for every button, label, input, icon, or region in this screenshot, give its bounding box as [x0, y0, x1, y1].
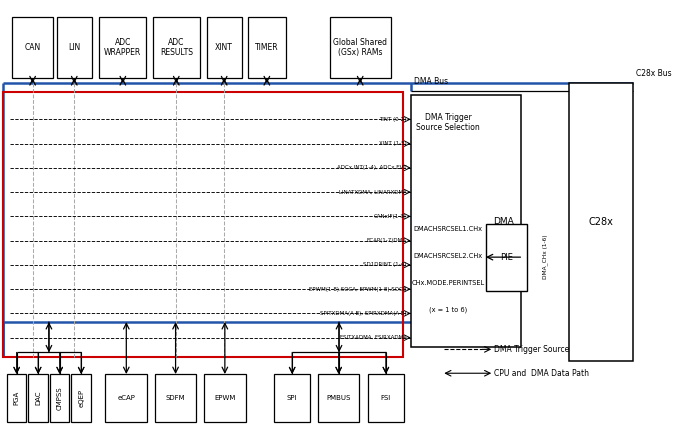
Bar	[330, 17, 391, 78]
Bar	[204, 374, 246, 422]
Text: CPU and  DMA Data Path: CPU and DMA Data Path	[494, 369, 589, 378]
Bar	[155, 374, 196, 422]
Bar	[28, 374, 48, 422]
Text: SPI: SPI	[287, 395, 298, 401]
Text: TINT (0-2): TINT (0-2)	[380, 117, 407, 122]
Text: eCAP: eCAP	[117, 395, 135, 401]
Text: CHx.MODE.PERINTSEL: CHx.MODE.PERINTSEL	[412, 279, 485, 286]
Text: C28x Bus: C28x Bus	[636, 69, 671, 78]
Text: ADC
RESULTS: ADC RESULTS	[160, 38, 193, 57]
Bar	[274, 374, 310, 422]
Bar	[411, 95, 520, 347]
Text: EPWM: EPWM	[214, 395, 235, 401]
Text: XINT (1-5): XINT (1-5)	[379, 141, 407, 146]
Bar	[50, 374, 69, 422]
Bar	[7, 374, 26, 422]
Text: DMACHSRCSEL2.CHx: DMACHSRCSEL2.CHx	[414, 253, 483, 259]
Text: SDFM: SDFM	[166, 395, 185, 401]
Text: DMACHSRCSEL1.CHx: DMACHSRCSEL1.CHx	[414, 226, 483, 232]
Text: Global Shared
(GSx) RAMs: Global Shared (GSx) RAMs	[333, 38, 387, 57]
Text: ECAP(1-7)DMA: ECAP(1-7)DMA	[366, 238, 407, 243]
Text: FSITXADMA, FSIRXADMA: FSITXADMA, FSIRXADMA	[339, 335, 407, 340]
Text: C28x: C28x	[589, 217, 613, 227]
Text: SD1DRINT (1-4): SD1DRINT (1-4)	[364, 263, 407, 267]
Text: XINT: XINT	[215, 43, 233, 52]
Text: FSI: FSI	[381, 395, 391, 401]
Text: CANxIF(1-3): CANxIF(1-3)	[374, 214, 407, 219]
Text: DMA: DMA	[493, 217, 514, 226]
Bar	[57, 17, 92, 78]
Bar	[99, 17, 146, 78]
Text: DMA Trigger
Source Selection: DMA Trigger Source Selection	[416, 113, 480, 132]
Bar	[3, 92, 403, 357]
Text: PGA: PGA	[14, 391, 19, 405]
Text: PIE: PIE	[500, 253, 513, 262]
Bar	[248, 17, 286, 78]
Text: DAC: DAC	[35, 391, 41, 405]
Bar	[486, 224, 527, 291]
Bar	[207, 17, 242, 78]
Text: CAN: CAN	[24, 43, 41, 52]
Bar	[105, 374, 147, 422]
Text: PMBUS: PMBUS	[326, 395, 351, 401]
Bar	[153, 17, 200, 78]
Text: eQEP: eQEP	[78, 389, 84, 407]
Text: SPITXDMA(A-B), SPIRXDMA(A-B): SPITXDMA(A-B), SPIRXDMA(A-B)	[320, 311, 407, 316]
Text: DMA_CHx (1-6): DMA_CHx (1-6)	[542, 235, 548, 279]
Bar	[368, 374, 404, 422]
Text: ADCx.INT(1-4), ADCx.EVT: ADCx.INT(1-4), ADCx.EVT	[337, 165, 407, 171]
Text: LINATXDMA, LINARXDMA: LINATXDMA, LINARXDMA	[339, 190, 407, 194]
Text: LIN: LIN	[68, 43, 81, 52]
Text: ADC
WRAPPER: ADC WRAPPER	[104, 38, 142, 57]
Text: TIMER: TIMER	[255, 43, 279, 52]
Bar	[569, 83, 633, 361]
Bar	[71, 374, 91, 422]
Bar	[12, 17, 53, 78]
Text: (x = 1 to 6): (x = 1 to 6)	[429, 306, 468, 313]
Text: DMA Trigger Source: DMA Trigger Source	[494, 345, 569, 354]
Text: CMPSS: CMPSS	[57, 386, 62, 410]
Bar	[318, 374, 359, 422]
Text: DMA Bus: DMA Bus	[414, 77, 448, 86]
Text: EPWM(1-8).SOCA, EPWM(1-8).SOCB: EPWM(1-8).SOCA, EPWM(1-8).SOCB	[310, 286, 407, 292]
